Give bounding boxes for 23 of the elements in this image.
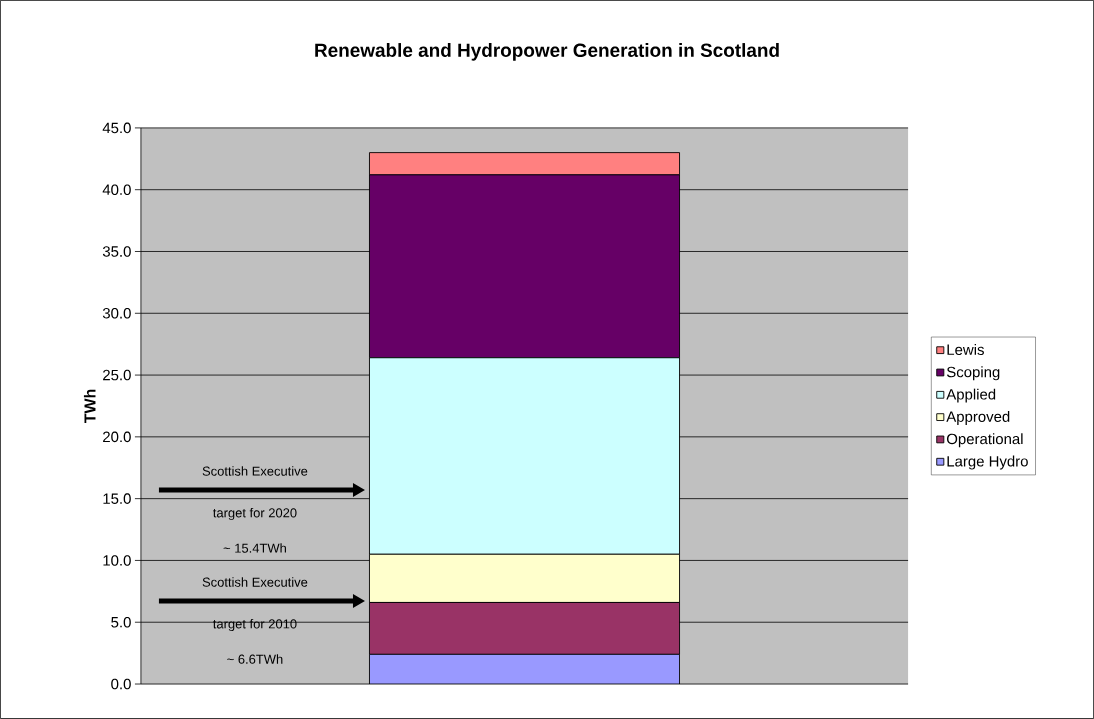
- legend-label: Lewis: [947, 344, 984, 356]
- y-tick-label: 20.0: [103, 431, 131, 443]
- y-tick-label: 30.0: [102, 308, 131, 319]
- y-tick-label: 35.0: [102, 246, 131, 257]
- y-tick-label: 40.0: [102, 184, 131, 196]
- legend-label: Applied: [946, 388, 996, 403]
- chart-title: Renewable and Hydropower Generation in Scotland: [315, 43, 779, 61]
- annotation: target for 2020: [213, 507, 297, 521]
- legend-label: Scoping: [946, 366, 1000, 381]
- y-axis-title: TWh: [83, 389, 96, 424]
- legend-label: Large Hydro: [947, 455, 1028, 470]
- legend-label: Approved: [946, 410, 1010, 425]
- annotation: Scottish Executive: [202, 466, 308, 476]
- y-tick-label: 0.0: [111, 678, 131, 690]
- y-tick-label: 10.0: [103, 555, 131, 566]
- annotation: ~ 6.6TWh: [227, 654, 283, 664]
- legend-label: Operational: [946, 433, 1023, 448]
- y-tick-label: 25.0: [103, 369, 131, 381]
- y-tick-label: 15.0: [103, 493, 131, 504]
- annotation: Scottish Executive: [202, 577, 308, 587]
- y-tick-label: 45.0: [102, 122, 131, 134]
- annotation: ~ 15.4TWh: [223, 543, 286, 553]
- y-tick-label: 5.0: [111, 616, 131, 628]
